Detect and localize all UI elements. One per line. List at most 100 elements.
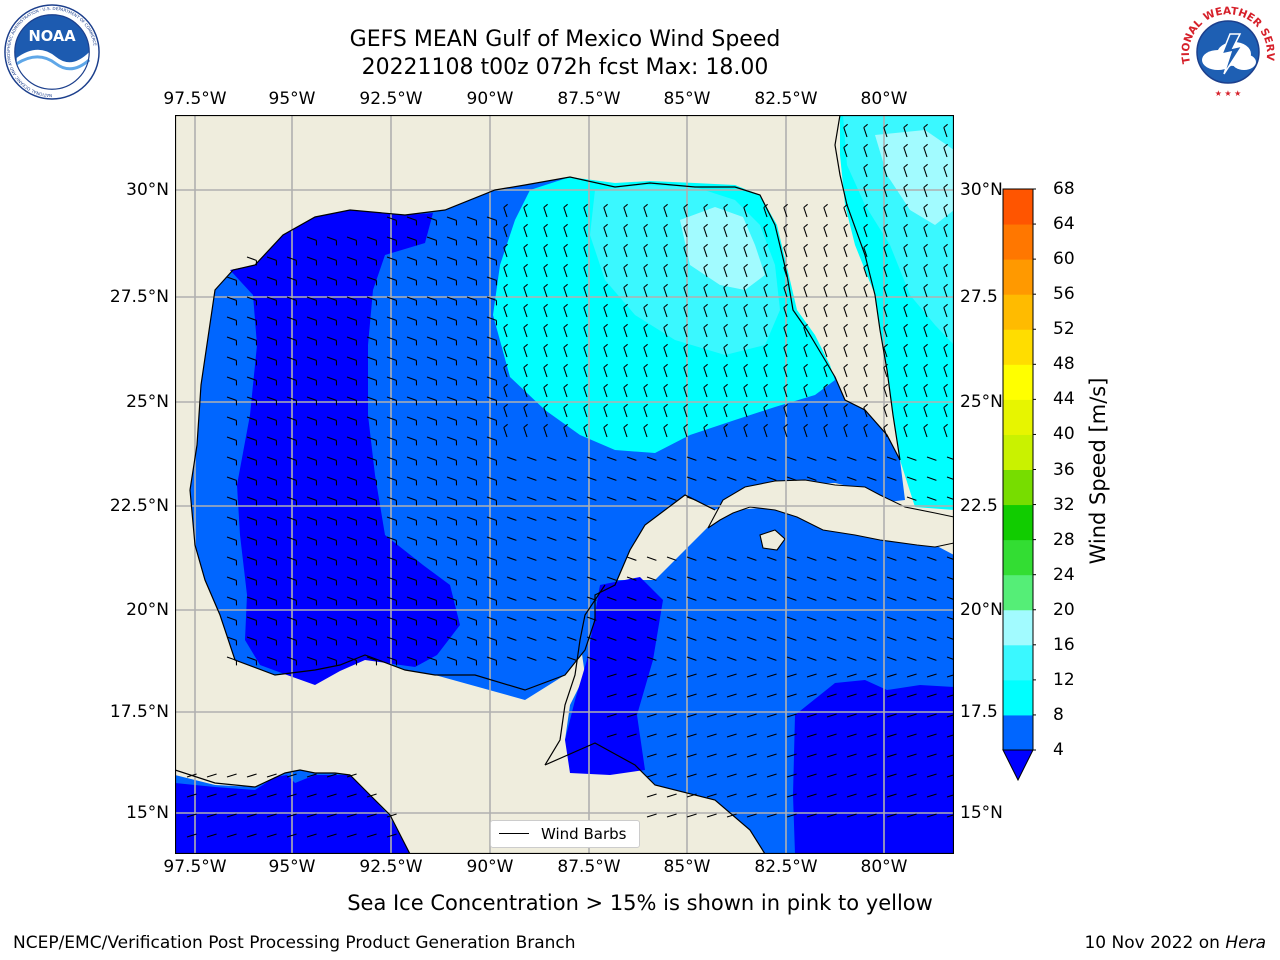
wind-barb — [663, 427, 668, 438]
wind-barb — [523, 207, 528, 218]
wind-barb — [563, 287, 568, 298]
wind-barb — [486, 356, 497, 361]
wind-barb — [386, 576, 397, 581]
wind-barb — [926, 556, 937, 561]
nws-logo: NATIONAL WEATHER SERVICE ★ ★ ★ — [1174, 0, 1278, 102]
wind-barb — [886, 713, 897, 718]
wind-barb — [366, 793, 377, 798]
wind-barb — [886, 556, 897, 561]
colorbar-segment — [1003, 539, 1033, 576]
wind-barb-flag — [943, 303, 948, 308]
wind-barb — [726, 636, 737, 641]
wind-barb-flag — [763, 343, 768, 348]
wind-barb — [826, 636, 837, 641]
wind-barb — [386, 536, 397, 541]
wind-barb — [326, 336, 337, 341]
wind-barb-flag — [563, 343, 568, 348]
wind-barb — [326, 236, 337, 241]
wind-barb — [226, 356, 237, 361]
wind-barb — [783, 347, 788, 358]
wind-barb — [366, 376, 377, 381]
wind-barb — [943, 307, 948, 318]
wind-barb — [523, 327, 528, 338]
lon-tick-label: 97.5°W — [163, 857, 227, 877]
wind-barb-flag — [623, 343, 628, 348]
legend-line-swatch — [499, 833, 529, 834]
wind-barb — [766, 456, 777, 461]
wind-barb — [906, 753, 917, 758]
wind-barb — [743, 327, 748, 338]
wind-barb — [806, 556, 817, 561]
wind-barb-flag — [543, 363, 548, 368]
wind-barb — [806, 616, 817, 621]
wind-barb — [703, 207, 708, 218]
wind-barb — [766, 596, 777, 601]
wind-barb — [586, 556, 597, 561]
wind-barb — [643, 387, 648, 398]
wind-barb — [943, 207, 948, 218]
wind-barb — [883, 287, 888, 298]
lon-tick-label: 82.5°W — [754, 857, 818, 877]
wind-barb — [943, 187, 948, 198]
wind-barb — [923, 407, 928, 418]
wind-barb — [543, 207, 548, 218]
wind-barb — [466, 356, 477, 361]
wind-barb — [603, 367, 608, 378]
wind-barb — [426, 596, 437, 601]
wind-barb — [826, 616, 837, 621]
wind-barb-flag — [603, 283, 608, 288]
wind-barb — [446, 516, 457, 521]
wind-barb — [806, 476, 817, 481]
wind-barb — [586, 476, 597, 481]
wind-barb — [786, 476, 797, 481]
wind-barb — [226, 576, 237, 581]
wind-barb — [866, 616, 877, 621]
wind-barb — [563, 207, 568, 218]
map-frame — [175, 115, 954, 854]
wind-barb — [266, 416, 277, 421]
wind-barb-flag — [783, 303, 788, 308]
wind-barb — [326, 496, 337, 501]
wind-barb — [763, 387, 768, 398]
wind-barb — [643, 247, 648, 258]
wind-barb — [946, 794, 954, 798]
wind-barb — [646, 556, 657, 561]
wind-barb — [246, 793, 257, 798]
wind-barb — [826, 456, 837, 461]
wind-barb — [326, 516, 337, 521]
wind-barb-flag — [583, 283, 588, 288]
wind-barb — [703, 247, 708, 258]
wind-barb — [866, 793, 877, 798]
wind-barb — [606, 556, 617, 561]
wind-barb — [603, 207, 608, 218]
wind-barb — [766, 693, 777, 698]
wind-barb — [783, 367, 788, 378]
wind-barb-flag — [683, 303, 688, 308]
wind-barb — [743, 347, 748, 358]
lat-tick-label: 20°N — [960, 600, 1003, 620]
wind-barb-flag — [503, 403, 508, 408]
wind-barb — [326, 316, 337, 321]
wind-barb-flag — [643, 283, 648, 288]
wind-barb — [506, 476, 517, 481]
wind-barb — [683, 327, 688, 338]
footer-date-text: 10 Nov 2022 on — [1084, 933, 1226, 953]
wind-barb — [266, 813, 277, 818]
wind-barb — [446, 236, 457, 241]
wind-barb-flag — [703, 403, 708, 408]
wind-barb-flag — [543, 343, 548, 348]
wind-barb — [503, 247, 508, 258]
wind-barb — [586, 516, 597, 521]
wind-barb — [466, 256, 477, 261]
wind-barb-flag — [523, 283, 528, 288]
wind-barb — [823, 427, 828, 438]
wind-barb-flag — [763, 243, 768, 248]
wind-barb — [526, 456, 537, 461]
wind-barb — [783, 327, 788, 338]
wind-barb — [863, 367, 868, 378]
wind-barb — [626, 713, 637, 718]
wind-barb — [666, 656, 677, 661]
wind-barb — [886, 636, 897, 641]
wind-barb — [926, 793, 937, 798]
colorbar-tick-label: 32 — [1053, 494, 1075, 515]
